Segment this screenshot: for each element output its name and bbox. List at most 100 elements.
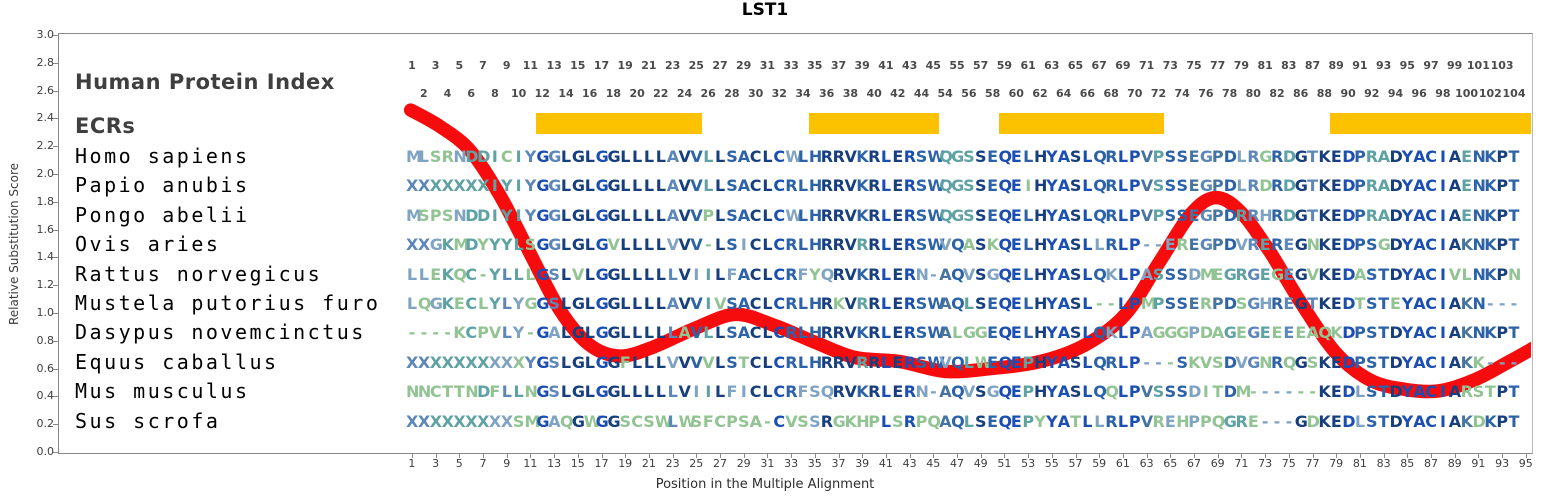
human-index-number: 16 (582, 87, 598, 100)
residue: Y (489, 235, 501, 254)
residue: X (465, 412, 478, 431)
residue: C (773, 235, 786, 254)
residue: L (560, 294, 572, 313)
x-tick-label: 51 (997, 457, 1012, 470)
residue: R (785, 176, 798, 195)
residue: K (1484, 206, 1497, 225)
residue: R (903, 235, 917, 254)
residue: L (643, 206, 655, 225)
residue: E (1188, 235, 1200, 254)
human-index-number: 75 (1186, 59, 1202, 72)
residue: D (1306, 412, 1320, 431)
residue: P (1496, 323, 1509, 342)
residue: L (655, 176, 666, 195)
residue: K (1460, 294, 1473, 313)
human-index-number: 58 (984, 87, 1001, 100)
residue: F (726, 382, 738, 401)
residue: T (1378, 412, 1390, 431)
residue: - (1486, 353, 1494, 372)
residue: L (797, 353, 809, 372)
x-tick-mark (885, 453, 887, 458)
human-index-number: 8 (491, 87, 499, 100)
residue: L (631, 382, 643, 401)
residue: I (1440, 294, 1446, 313)
residue: L (951, 323, 963, 342)
residue: V (844, 323, 857, 342)
residue: R (1271, 206, 1284, 225)
residue: V (844, 206, 857, 225)
x-tick-label: 81 (1352, 457, 1367, 470)
residue: Y (477, 235, 489, 254)
residue: V (690, 206, 703, 225)
residue: T (1378, 382, 1390, 401)
residue: R (441, 147, 454, 166)
residue: S (726, 176, 738, 195)
residue: T (1508, 147, 1520, 166)
residue: L (620, 176, 631, 195)
residue: G (1223, 323, 1237, 342)
human-index-number: 59 (996, 59, 1013, 72)
residue: I (1025, 176, 1032, 195)
residue: R (820, 412, 834, 431)
residue: R (785, 382, 798, 401)
residue: P (429, 206, 442, 225)
residue: R (1271, 176, 1284, 195)
residue: R (1247, 147, 1260, 166)
residue: R (1235, 265, 1248, 284)
residue: S (726, 147, 738, 166)
residue: H (1176, 412, 1190, 431)
residue: R (1105, 176, 1118, 195)
residue: G (1176, 323, 1190, 342)
x-tick-mark (672, 453, 674, 458)
residue: C (1425, 235, 1437, 254)
residue: D (1223, 353, 1237, 372)
residue: H (1034, 235, 1048, 254)
residue: S (975, 206, 987, 225)
human-index-number: 21 (641, 59, 657, 72)
residue: - (930, 265, 937, 284)
human-index-number: 70 (1127, 87, 1143, 100)
residue: G (536, 323, 550, 342)
x-tick-mark (1265, 453, 1267, 458)
residue: Q (820, 265, 835, 284)
residue: R (903, 323, 917, 342)
x-tick-mark (577, 453, 579, 458)
residue: L (963, 353, 974, 372)
residue: A (1448, 176, 1462, 195)
human-index-number: 83 (1281, 59, 1297, 72)
residue: R (903, 382, 917, 401)
human-index-number: 11 (522, 59, 539, 72)
residue: E (1330, 412, 1342, 431)
residue: V (1140, 147, 1154, 166)
residue: T (1508, 176, 1520, 195)
y-tick-mark (53, 90, 58, 92)
x-tick-label: 9 (503, 457, 511, 470)
residue: S (1306, 353, 1319, 372)
residue: S (690, 412, 703, 431)
residue: H (1034, 353, 1048, 372)
residue: L (1117, 206, 1129, 225)
residue: Y (1046, 176, 1058, 195)
residue: S (1164, 294, 1177, 313)
residue: - (1261, 382, 1269, 401)
x-tick-label: 43 (902, 457, 917, 470)
residue: E (892, 206, 904, 225)
residue: T (1070, 412, 1082, 431)
residue: L (714, 147, 726, 166)
residue: A (1448, 206, 1462, 225)
human-index-number: 12 (534, 87, 550, 100)
residue: G (607, 353, 621, 372)
residue: P (1496, 235, 1509, 254)
residue: P (1496, 265, 1509, 284)
residue: X (417, 353, 431, 372)
residue: Y (1401, 147, 1414, 166)
residue: L (714, 235, 726, 254)
residue: T (1378, 323, 1390, 342)
residue: S (915, 294, 928, 313)
human-index-number: 45 (925, 59, 941, 72)
residue: L (1082, 294, 1093, 313)
x-tick-mark (530, 453, 532, 458)
residue: G (429, 235, 443, 254)
residue: S (726, 206, 738, 225)
residue: H (808, 353, 823, 372)
